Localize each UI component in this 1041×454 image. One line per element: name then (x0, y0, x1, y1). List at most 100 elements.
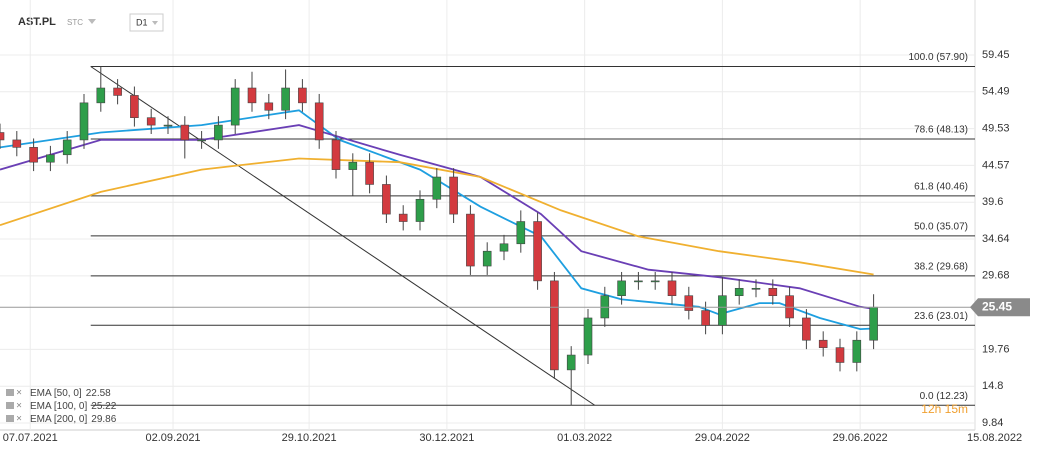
candle-body (230, 87, 240, 126)
candle-body (734, 287, 744, 297)
candle-body (583, 317, 593, 356)
legend-close[interactable]: × (16, 401, 22, 412)
market-dropdown[interactable] (88, 19, 96, 24)
candle-body (566, 354, 576, 371)
candle-body (684, 295, 694, 311)
interval-arrow (152, 21, 158, 25)
legend-icon (6, 389, 14, 396)
candle-body (146, 117, 156, 126)
candle-body (180, 124, 190, 141)
y-tick-label: 34.64 (982, 233, 1010, 245)
y-tick-label: 54.49 (982, 86, 1010, 98)
candle-body (516, 221, 526, 245)
candle-body (667, 280, 677, 297)
candle-body (314, 102, 324, 141)
x-tick-label: 29.04.2022 (695, 432, 750, 444)
candle-body (247, 87, 257, 104)
candle-body (0, 132, 5, 141)
candle-body (197, 139, 206, 142)
candle-body (398, 213, 408, 222)
candle-body (533, 221, 542, 282)
legend-value: 29.86 (91, 414, 116, 425)
candle-body (415, 198, 425, 222)
legend-icon (6, 415, 14, 422)
candle-body (12, 139, 22, 148)
candle-body (382, 184, 391, 215)
price-tag (970, 298, 1030, 317)
x-tick-label: 01.03.2022 (557, 432, 612, 444)
y-tick-label: 9.84 (982, 417, 1003, 429)
candle-body (701, 310, 710, 326)
legend-value: 25.22 (91, 401, 116, 412)
legend-value: 22.58 (86, 388, 111, 399)
y-tick-label: 59.45 (982, 49, 1010, 61)
fib-label: 78.6 (48.13) (914, 125, 968, 136)
legend-entry: EMA [100, 0] 25.22 (30, 401, 117, 412)
fib-label: 61.8 (40.46) (914, 182, 968, 193)
fib-label: 0.0 (12.23) (920, 391, 968, 402)
y-tick-label: 14.8 (982, 380, 1003, 392)
candle-body (482, 250, 492, 267)
ema-line (0, 157, 874, 276)
candle-body (449, 176, 458, 215)
interval: D1 (136, 17, 148, 27)
candle-body (617, 280, 626, 297)
candle-body (869, 306, 878, 341)
candle-body (46, 154, 55, 163)
candle-body (163, 124, 173, 127)
fib-label: 23.6 (23.01) (914, 311, 968, 322)
candle-body (298, 87, 307, 104)
candle-body (499, 243, 509, 252)
x-tick-label: 30.12.2021 (419, 432, 474, 444)
candle-body (29, 147, 38, 163)
candle-body (79, 102, 89, 141)
legend-entry: EMA [200, 0] 29.86 (30, 414, 117, 425)
fib-label: 38.2 (29.68) (914, 261, 968, 272)
fib-label: 100.0 (57.90) (909, 52, 969, 63)
candle-body (768, 287, 778, 297)
candle-body (818, 339, 828, 348)
y-tick-label: 19.76 (982, 343, 1010, 355)
y-tick-label: 49.53 (982, 122, 1010, 134)
legend-close[interactable]: × (16, 414, 22, 425)
candle-body (852, 339, 862, 363)
legend-name: EMA [50, 0] (30, 388, 82, 399)
x-tick-label: 07.07.2021 (3, 432, 58, 444)
candle-body (718, 295, 727, 326)
x-tick-label: 29.10.2021 (282, 432, 337, 444)
y-tick-label: 39.6 (982, 196, 1003, 208)
candle-body (650, 280, 660, 283)
legend-name: EMA [100, 0] (30, 401, 87, 412)
candle-body (62, 139, 72, 156)
fib-label: 50.0 (35.07) (914, 221, 968, 232)
candle-body (835, 347, 845, 363)
legend-icon (6, 402, 14, 409)
market: STC (67, 18, 83, 27)
legend-entry: EMA [50, 0] 22.58 (30, 388, 111, 399)
candle-body (264, 102, 274, 111)
price-tag-label: 25.45 (982, 299, 1012, 313)
x-tick-label: 15.08.2022 (967, 432, 1022, 444)
candle-body (432, 176, 442, 200)
legend-name: EMA [200, 0] (30, 414, 87, 425)
candle-body (751, 287, 761, 290)
candle-timer: 12h 15m (921, 402, 968, 416)
candle-body (130, 95, 139, 118)
candle-body (365, 161, 374, 185)
candle-body (634, 280, 643, 283)
candle-body (113, 87, 122, 96)
legend-close[interactable]: × (16, 388, 22, 399)
x-tick-label: 29.06.2022 (833, 432, 888, 444)
candle-body (802, 317, 811, 341)
interval-select[interactable] (129, 13, 164, 32)
y-tick-label: 44.57 (982, 159, 1010, 171)
candle-body (281, 87, 290, 111)
candle-body (550, 280, 559, 371)
symbol: AST.PL (18, 16, 56, 28)
x-tick-label: 02.09.2021 (146, 432, 201, 444)
candle-body (331, 139, 341, 170)
candle-body (348, 161, 358, 170)
candle-body (214, 124, 223, 141)
candle-body (466, 213, 475, 267)
